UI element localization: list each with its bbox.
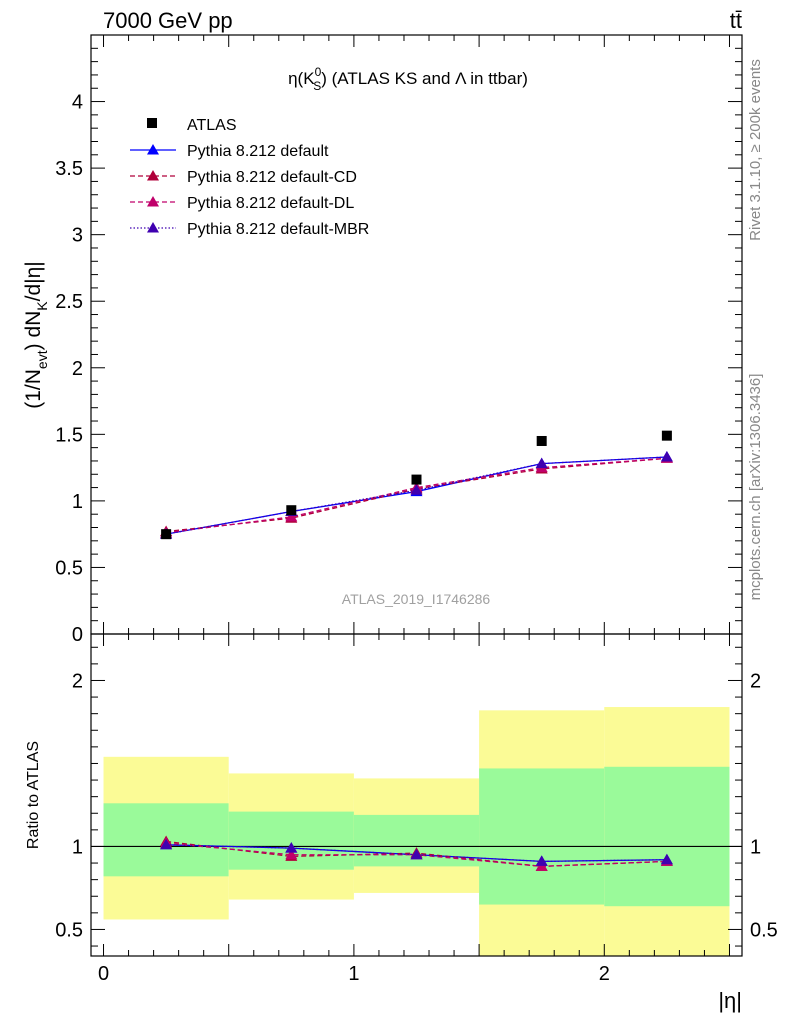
series-line-mbr (166, 844, 667, 863)
legend: ATLAS Pythia 8.212 default Pythia 8.212 de… (130, 117, 369, 238)
legend-marker-cd (147, 170, 159, 181)
ratio-frame (90, 633, 743, 957)
x-tick-label: 2 (599, 963, 610, 985)
series-point-mbr (660, 450, 673, 462)
y-tick-label: 0 (72, 624, 83, 646)
series-point-mbr (410, 848, 423, 860)
x-axis-label: |η| (718, 988, 742, 1013)
series-point-mbr (535, 457, 548, 469)
inner-band-bin (479, 768, 605, 905)
atlas-point (286, 505, 297, 516)
y-tick-label: 3 (72, 225, 83, 247)
y-tick-label: 4 (72, 92, 83, 114)
uncertainty-bands (103, 707, 730, 956)
rivet-label: Rivet 3.1.10, ≥ 200k events (747, 59, 764, 241)
series-point-dl (285, 848, 298, 860)
main-panel: 0 0.5 1 1.5 2 2.5 3 3.5 4 (55, 34, 743, 646)
legend-marker-dl (147, 196, 159, 207)
atlas-point (536, 435, 547, 446)
ratio-axis-label: Ratio to ATLAS (25, 741, 42, 849)
y-tick-label: 1.5 (55, 424, 83, 446)
series-point-mbr (160, 838, 173, 850)
atlas-point (161, 529, 172, 540)
series-point-dl (285, 510, 298, 522)
series-point-mbr (660, 853, 673, 865)
inner-band-bin (604, 766, 730, 907)
legend-marker-default (147, 144, 159, 155)
y-tick-label: 0.5 (55, 557, 83, 579)
legend-label-mbr: Pythia 8.212 default-MBR (187, 221, 369, 238)
series-point-mbr (535, 855, 548, 866)
y-tick-label: 3.5 (55, 158, 83, 180)
series-point-mbr (410, 484, 423, 495)
y-tick-label-right: 1 (750, 836, 761, 858)
series-point-mbr (285, 842, 298, 853)
y-tick-label: 1 (72, 491, 83, 513)
y-tick-label-right: 2 (750, 670, 761, 692)
series-line-dl (166, 457, 667, 534)
legend-label-default: Pythia 8.212 default (187, 143, 329, 160)
process-label: tt̄ (730, 8, 742, 33)
legend-label-cd: Pythia 8.212 default-CD (187, 169, 357, 186)
analysis-watermark: ATLAS_2019_I1746286 (342, 591, 491, 607)
atlas-point (411, 474, 422, 485)
y-tick-label-right: 0.5 (750, 919, 778, 941)
ratio-panel: 0 1 2 0.5 0.5 1 1 2 2 (55, 633, 778, 985)
y-tick-label: 2 (72, 670, 83, 692)
legend-marker-mbr (147, 222, 159, 233)
series-line-mbr (165, 456, 667, 535)
y-axis-label: (1/Nevt) dNK/d|η| (22, 261, 50, 409)
legend-label-dl: Pythia 8.212 default-DL (187, 195, 354, 212)
y-tick-label: 1 (72, 836, 83, 858)
x-tick-label: 0 (98, 963, 109, 985)
inner-band-bin (228, 811, 354, 870)
mcplots-label: mcplots.cern.ch [arXiv:1306.3436] (747, 374, 764, 601)
legend-marker-atlas (147, 118, 157, 128)
y-tick-label: 0.5 (55, 919, 83, 941)
atlas-point (661, 430, 672, 441)
y-tick-label: 2.5 (55, 291, 83, 313)
y-tick-label: 2 (72, 358, 83, 380)
energy-label: 7000 GeV pp (103, 8, 233, 33)
plot-title: η(K0 S) (ATLAS KS and Λ in ttbar) (288, 65, 528, 93)
legend-label-atlas: ATLAS (187, 117, 237, 134)
x-tick-label: 1 (348, 963, 359, 985)
